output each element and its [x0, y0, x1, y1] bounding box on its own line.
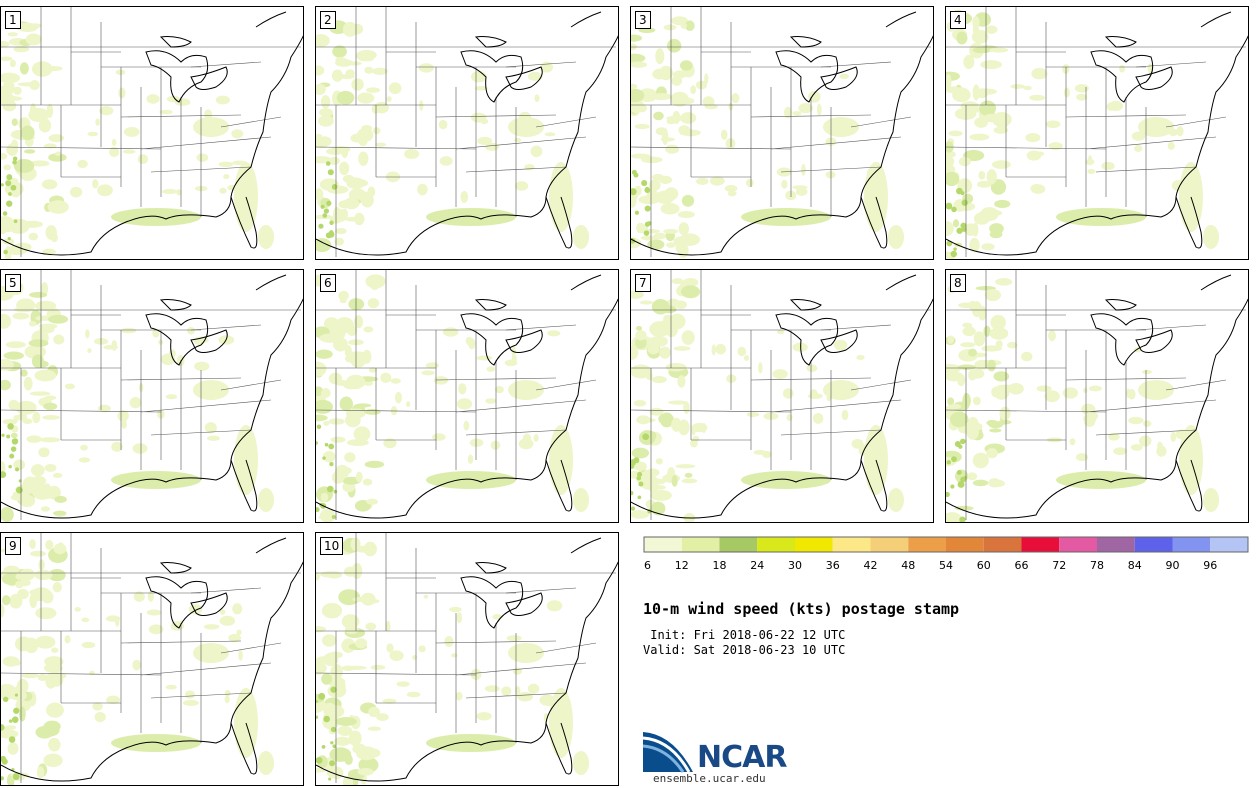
- panel-number: 3: [635, 11, 651, 29]
- wind-speed-map: [316, 7, 618, 257]
- colorbar-segment: [644, 537, 682, 552]
- colorbar-tick-label: 60: [977, 559, 991, 572]
- valid-time: Valid: Sat 2018-06-23 10 UTC: [643, 643, 846, 657]
- postage-stamp-panel: 5: [0, 269, 304, 523]
- colorbar-segment: [870, 537, 909, 552]
- colorbar-tick-label: 36: [826, 559, 840, 572]
- init-time: Init: Fri 2018-06-22 12 UTC: [643, 628, 846, 642]
- colorbar-tick-label: 18: [713, 559, 727, 572]
- panel-number: 5: [5, 274, 21, 292]
- colorbar-tick-label: 72: [1052, 559, 1066, 572]
- postage-stamp-panel: 1: [0, 6, 304, 260]
- colorbar-segment: [1021, 537, 1060, 552]
- colorbar-segment: [908, 537, 946, 552]
- figure-title: 10-m wind speed (kts) postage stamp: [643, 600, 960, 618]
- colorbar-segment: [946, 537, 984, 552]
- colorbar-segment: [983, 537, 1022, 552]
- colorbar-segment: [1097, 537, 1135, 552]
- wind-speed-map: [946, 7, 1248, 259]
- wind-speed-map: [631, 7, 933, 258]
- panel-number: 7: [635, 274, 651, 292]
- postage-stamp-panel: 4: [945, 6, 1249, 260]
- wind-speed-map: [1, 270, 303, 522]
- panel-number: 8: [950, 274, 966, 292]
- panel-number: 6: [320, 274, 336, 292]
- postage-stamp-panel: 10: [315, 532, 619, 786]
- colorbar-tick-label: 24: [750, 559, 764, 572]
- postage-stamp-panel: 8: [945, 269, 1249, 523]
- colorbar-tick-label: 12: [675, 559, 689, 572]
- logo-url: ensemble.ucar.edu: [653, 772, 766, 785]
- colorbar-segment: [681, 537, 720, 552]
- postage-stamp-panel: 2: [315, 6, 619, 260]
- wind-speed-map: [1, 7, 303, 259]
- panel-number: 1: [5, 11, 21, 29]
- colorbar-tick-label: 54: [939, 559, 953, 572]
- colorbar-tick-label: 30: [788, 559, 802, 572]
- wind-speed-map: [316, 270, 618, 522]
- colorbar-tick-label: 96: [1203, 559, 1217, 572]
- postage-stamp-panel: 9: [0, 532, 304, 786]
- colorbar-tick-label: 42: [864, 559, 878, 572]
- wind-speed-colorbar: 6 12 18 24 30 36 42 48 54 60 66 72 78 84 90 96: [643, 536, 1249, 572]
- panel-number: 10: [320, 537, 344, 555]
- colorbar-segment: [1134, 537, 1173, 552]
- colorbar-segment: [832, 537, 871, 552]
- colorbar-tick-label: 48: [901, 559, 915, 572]
- colorbar-tick-label: 90: [1166, 559, 1180, 572]
- wind-speed-map: [1, 533, 303, 785]
- logo-text: NCAR: [697, 740, 787, 775]
- colorbar-segment: [757, 537, 795, 552]
- wind-speed-map: [946, 270, 1248, 522]
- panel-number: 4: [950, 11, 966, 29]
- postage-stamp-panel: 7: [630, 269, 934, 523]
- postage-stamp-panel: 3: [630, 6, 934, 260]
- wind-speed-map: [316, 533, 618, 785]
- colorbar-tick-label: 6: [644, 559, 651, 572]
- postage-stamp-panel: 6: [315, 269, 619, 523]
- colorbar-segment: [1059, 537, 1097, 552]
- ncar-logo-icon: [643, 732, 693, 773]
- panel-number: 2: [320, 11, 336, 29]
- colorbar-segment: [1172, 537, 1211, 552]
- panel-number: 9: [5, 537, 21, 555]
- colorbar-segment: [719, 537, 758, 552]
- wind-speed-map: [631, 270, 933, 522]
- colorbar-tick-label: 84: [1128, 559, 1142, 572]
- colorbar-tick-label: 66: [1015, 559, 1029, 572]
- colorbar-segment: [795, 537, 833, 552]
- colorbar-segment: [1210, 537, 1248, 552]
- colorbar-tick-label: 78: [1090, 559, 1104, 572]
